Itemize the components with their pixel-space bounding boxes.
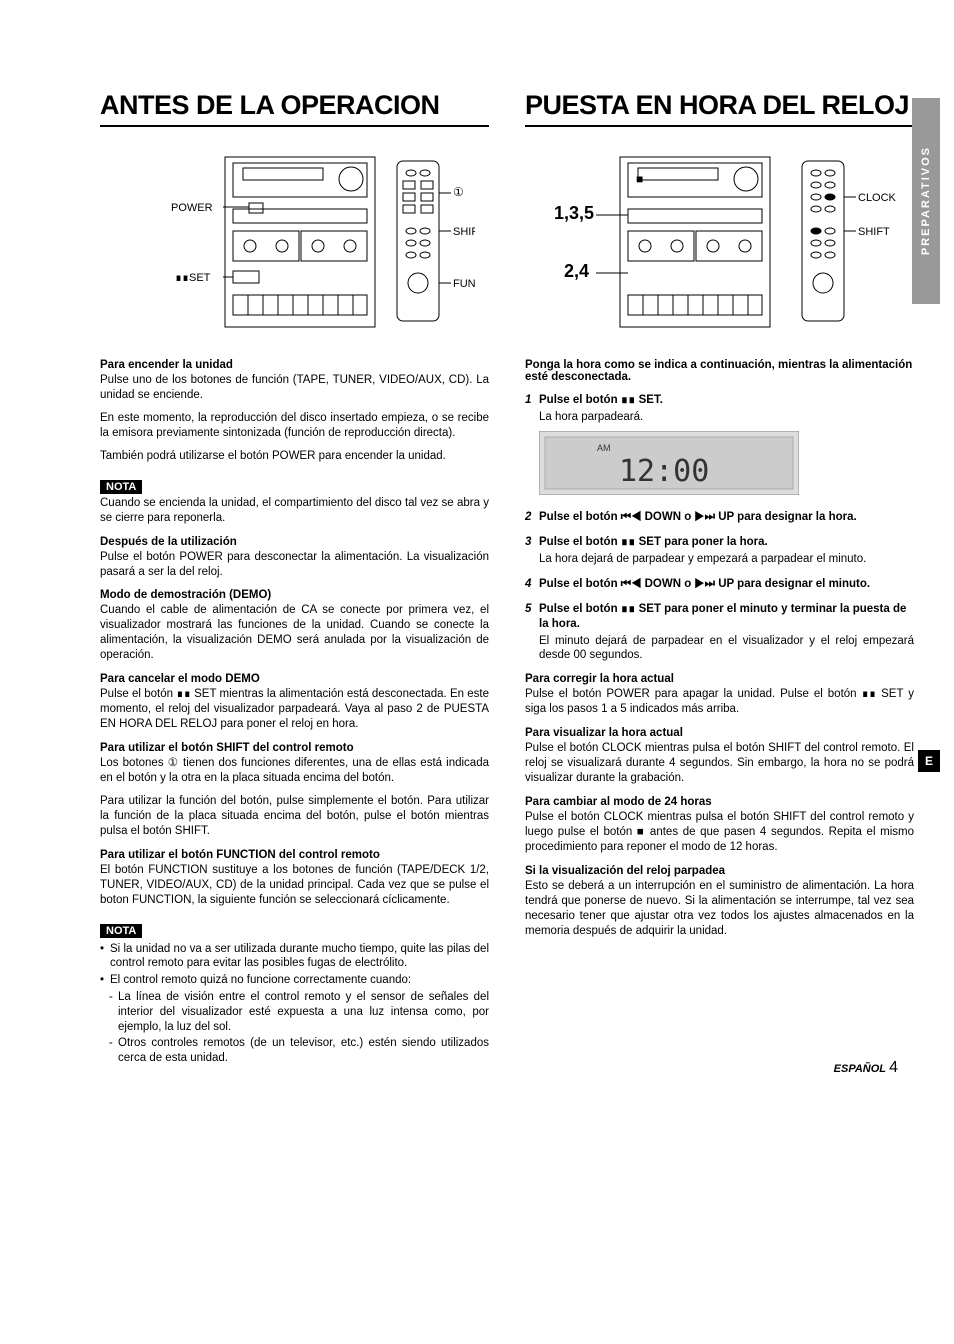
nota2-d1: La línea de visión entre el control remo… [100,990,489,1035]
p-shift-2: Para utilizar la función del botón, puls… [100,794,489,839]
left-column: ANTES DE LA OPERACION [100,90,489,1067]
page-footer: ESPAÑOL 4 [834,1059,898,1077]
step-5-body: El minuto dejará de parpadear en el visu… [525,634,914,664]
side-tab-preparativos: PREPARATIVOS [912,98,940,304]
step-3-num: 3 [525,535,531,550]
step-5: 5 Pulse el botón ∎∎ SET para poner el mi… [525,602,914,632]
svg-text:FUNCTION: FUNCTION [453,278,475,290]
step-4: 4 Pulse el botón ⏮◀ DOWN o ▶⏭ UP para de… [525,577,914,592]
nota2-b1: Si la unidad no va a ser utilizada duran… [100,942,489,972]
nota2-d2: Otros controles remotos (de un televisor… [100,1036,489,1066]
left-title: ANTES DE LA OPERACION [100,90,489,121]
footer-lang: ESPAÑOL [834,1063,886,1075]
step-5-num: 5 [525,602,531,617]
side-badge-e: E [918,750,940,772]
p-demo: Cuando el cable de alimentación de CA se… [100,603,489,663]
svg-text:12:00: 12:00 [619,454,709,489]
p-24h: Pulse el botón CLOCK mientras pulsa el b… [525,810,914,855]
p-parpadea: Esto se deberá a un interrupción en el s… [525,879,914,939]
p-encender-2: En este momento, la reproducción del dis… [100,411,489,441]
p-function: El botón FUNCTION sustituye a los botone… [100,863,489,908]
step-2: 2 Pulse el botón ⏮◀ DOWN o ▶⏭ UP para de… [525,510,914,525]
h-despues: Después de la utilización [100,536,489,548]
nota-2: NOTA [100,924,142,938]
h-corregir: Para corregir la hora actual [525,673,914,685]
step-4-title: Pulse el botón ⏮◀ DOWN o ▶⏭ UP para desi… [539,578,870,590]
h-encender: Para encender la unidad [100,359,489,371]
nota-1: NOTA [100,480,142,494]
p-encender-1: Pulse uno de los botones de función (TAP… [100,373,489,403]
svg-text:SHIFT: SHIFT [858,226,890,238]
h-cancel-demo: Para cancelar el modo DEMO [100,673,489,685]
side-tab-label: PREPARATIVOS [920,146,932,255]
right-column: PUESTA EN HORA DEL RELOJ [525,90,914,1067]
svg-text:■: ■ [636,172,643,186]
p-cancel-demo: Pulse el botón ∎∎ SET mientras la alimen… [100,687,489,732]
step-3-title: Pulse el botón ∎∎ SET para poner la hora… [539,536,768,548]
h-demo: Modo de demostración (DEMO) [100,589,489,601]
svg-text:CLOCK: CLOCK [858,192,897,204]
p-visualizar: Pulse el botón CLOCK mientras pulsa el b… [525,741,914,786]
right-diagram: 1,3,5 2,4 CLOCK SHIFT ■ [525,143,914,343]
svg-text:∎∎SET: ∎∎SET [175,272,211,284]
p-despues: Pulse el botón POWER para desconectar la… [100,550,489,580]
nota2-b2: El control remoto quizá no funcione corr… [100,973,489,988]
h-shift: Para utilizar el botón SHIFT del control… [100,742,489,754]
left-title-rule [100,125,489,127]
step-1-title: Pulse el botón ∎∎ SET. [539,394,663,406]
step-1-num: 1 [525,393,531,408]
right-title: PUESTA EN HORA DEL RELOJ [525,90,914,121]
step-2-num: 2 [525,510,531,525]
h-function: Para utilizar el botón FUNCTION del cont… [100,849,489,861]
right-intro: Ponga la hora como se indica a continuac… [525,359,914,383]
step-1: 1 Pulse el botón ∎∎ SET. [525,393,914,408]
svg-text:2,4: 2,4 [564,261,589,281]
footer-page: 4 [889,1059,898,1076]
clock-display: AM 12:00 [539,431,914,500]
h-24h: Para cambiar al modo de 24 horas [525,796,914,808]
step-5-title: Pulse el botón ∎∎ SET para poner el minu… [539,603,906,630]
step-4-num: 4 [525,577,531,592]
step-3: 3 Pulse el botón ∎∎ SET para poner la ho… [525,535,914,550]
right-title-rule [525,125,914,127]
svg-text:①: ① [453,185,464,199]
nota-1-text: Cuando se encienda la unidad, el compart… [100,496,489,526]
svg-text:POWER: POWER [171,202,213,214]
p-shift-1: Los botones ① tienen dos funciones difer… [100,756,489,786]
svg-text:SHIFT: SHIFT [453,226,475,238]
svg-text:1,3,5: 1,3,5 [554,203,594,223]
left-diagram: POWER ∎∎SET ① SHIFT FUNCTION [100,143,489,343]
p-encender-3: También podrá utilizarse el botón POWER … [100,449,489,464]
h-parpadea: Si la visualización del reloj parpadea [525,865,914,877]
step-1-body: La hora parpadeará. [525,410,914,425]
h-visualizar: Para visualizar la hora actual [525,727,914,739]
step-2-title: Pulse el botón ⏮◀ DOWN o ▶⏭ UP para desi… [539,511,857,523]
svg-text:AM: AM [597,443,611,453]
step-3-body: La hora dejará de parpadear y empezará a… [525,552,914,567]
p-corregir: Pulse el botón POWER para apagar la unid… [525,687,914,717]
